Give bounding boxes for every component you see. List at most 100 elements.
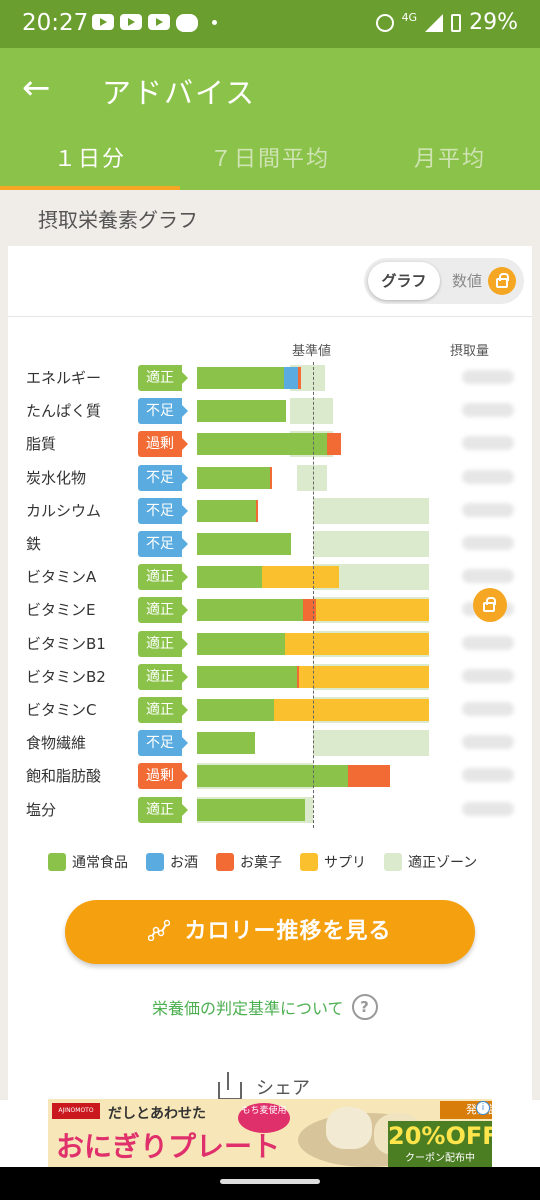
nutrient-row: カルシウム 不足 xyxy=(0,495,540,527)
app-bar: ← アドバイス １日分 ７日間平均 月平均 xyxy=(0,48,540,190)
intake-column-header: 摂取量 xyxy=(450,344,490,359)
ad-discount: 20%OFF xyxy=(388,1121,492,1167)
appropriate-zone-bar xyxy=(313,531,429,557)
nutrient-row: ビタミンB2 適正 xyxy=(0,661,540,693)
food-bar xyxy=(197,400,287,423)
tab-one-day[interactable]: １日分 xyxy=(53,147,126,172)
food-bar xyxy=(197,566,262,589)
intake-value-hidden xyxy=(462,403,514,418)
signal-icon xyxy=(425,13,444,32)
lock-icon xyxy=(488,267,516,295)
nutrient-row: たんぱく質 不足 xyxy=(0,395,540,427)
value-view-button[interactable]: 数値 xyxy=(452,272,483,290)
legend-label: サプリ xyxy=(324,855,366,871)
nutrient-row: 鉄 不足 xyxy=(0,528,540,560)
snack-bar xyxy=(347,765,390,788)
calorie-trend-button[interactable]: カロリー推移を見る xyxy=(65,900,475,964)
status-badge: 適正 xyxy=(138,365,188,391)
appropriate-zone-bar xyxy=(289,398,333,425)
nutrient-row: ビタミンA 適正 xyxy=(0,561,540,593)
nutrient-label: ビタミンB2 xyxy=(26,667,106,686)
battery-percent: 29% xyxy=(469,10,518,35)
legend-item-zone: 適正ゾーン xyxy=(384,850,477,874)
ad-tagline: だしとあわせた xyxy=(108,1106,206,1122)
notification-icons xyxy=(92,14,217,32)
nutrient-row: 飽和脂肪酸 過剰 xyxy=(0,760,540,792)
intake-lock-icon[interactable] xyxy=(473,588,507,622)
snack-bar xyxy=(297,367,302,389)
nutrient-row: 炭水化物 不足 xyxy=(0,462,540,494)
alarm-icon xyxy=(375,13,394,32)
ad-info-icon[interactable]: i xyxy=(476,1101,490,1115)
ad-logo: AJINOMOTO xyxy=(52,1103,100,1119)
standard-value-line xyxy=(313,362,314,828)
divider xyxy=(8,316,532,317)
appropriate-zone-bar xyxy=(313,497,429,524)
criteria-link[interactable]: 栄養価の判定基準について ? xyxy=(152,992,378,1022)
help-icon: ? xyxy=(351,994,378,1020)
view-toggle: グラフ 数値 xyxy=(364,258,524,304)
legend-swatch xyxy=(384,853,402,871)
nutrient-row: エネルギー 適正 xyxy=(0,362,540,394)
food-bar xyxy=(197,632,286,655)
calorie-trend-label: カロリー推移を見る xyxy=(184,919,392,944)
share-label: シェア xyxy=(256,1078,310,1099)
intake-value-hidden xyxy=(462,469,514,484)
intake-value-hidden xyxy=(462,536,514,550)
nutrient-row: ビタミンB1 適正 xyxy=(0,628,540,660)
status-badge: 不足 xyxy=(138,531,188,557)
legend-swatch xyxy=(48,853,66,871)
intake-value-hidden xyxy=(462,702,514,716)
food-bar xyxy=(197,599,303,622)
status-badge: 適正 xyxy=(138,796,188,823)
tab-seven-day-average[interactable]: ７日間平均 xyxy=(209,147,330,172)
trend-graph-icon xyxy=(148,919,171,941)
tab-monthly-average[interactable]: 月平均 xyxy=(413,147,486,172)
status-badge: 適正 xyxy=(138,630,188,657)
home-gesture-pill[interactable] xyxy=(220,1179,320,1184)
nutrient-row: ビタミンE 適正 xyxy=(0,594,540,626)
youtube-notification-icon xyxy=(120,14,142,30)
legend-label: お菓子 xyxy=(240,855,282,871)
nutrient-label: ビタミンC xyxy=(26,701,97,719)
status-badge: 不足 xyxy=(138,464,188,491)
nutrient-label: エネルギー xyxy=(26,369,102,387)
period-tabs: １日分 ７日間平均 月平均 xyxy=(0,138,540,190)
nutrient-label: 脂質 xyxy=(26,435,57,454)
intake-value-hidden xyxy=(462,436,514,451)
nutrient-label: ビタミンB1 xyxy=(26,634,106,653)
network-type: 4G xyxy=(401,11,418,24)
legend-item-supplement: サプリ xyxy=(300,850,366,874)
graph-view-button[interactable]: グラフ xyxy=(368,262,440,300)
youtube-notification-icon xyxy=(148,14,170,30)
legend-label: お酒 xyxy=(170,855,198,871)
appropriate-zone-bar xyxy=(296,464,327,491)
legend-item-snack: お菓子 xyxy=(216,850,282,874)
ad-rice-ball-image xyxy=(326,1107,372,1149)
snack-bar xyxy=(296,665,300,688)
snack-bar xyxy=(256,499,259,522)
supplement-bar xyxy=(285,632,429,655)
supplement-bar xyxy=(273,699,429,721)
back-arrow-icon[interactable]: ← xyxy=(22,68,51,108)
appropriate-zone-bar xyxy=(313,730,429,757)
supplement-bar xyxy=(261,566,339,589)
nutrient-row: 脂質 過剰 xyxy=(0,428,540,460)
intake-value-hidden xyxy=(462,635,514,650)
share-button[interactable]: シェア xyxy=(218,1072,310,1102)
battery-icon xyxy=(451,13,462,32)
status-badge: 適正 xyxy=(138,697,188,723)
nutrient-row: 食物繊維 不足 xyxy=(0,727,540,759)
nutrient-label: 鉄 xyxy=(26,535,42,553)
system-nav-bar xyxy=(0,1167,540,1200)
section-title: 摂取栄養素グラフ xyxy=(38,208,198,232)
snack-bar xyxy=(326,433,341,456)
intake-value-hidden xyxy=(462,370,514,384)
legend-swatch xyxy=(216,853,234,871)
ad-discount-sub: クーポン配布中 xyxy=(405,1153,475,1164)
food-bar xyxy=(197,699,274,721)
nutrient-label: ビタミンE xyxy=(26,601,96,620)
intake-value-hidden xyxy=(462,768,514,783)
ad-banner[interactable]: AJINOMOTO だしとあわせた もち麦使用 おにぎりプレート 発売記念 20… xyxy=(48,1099,492,1167)
line-manga-notification-icon xyxy=(176,14,198,32)
